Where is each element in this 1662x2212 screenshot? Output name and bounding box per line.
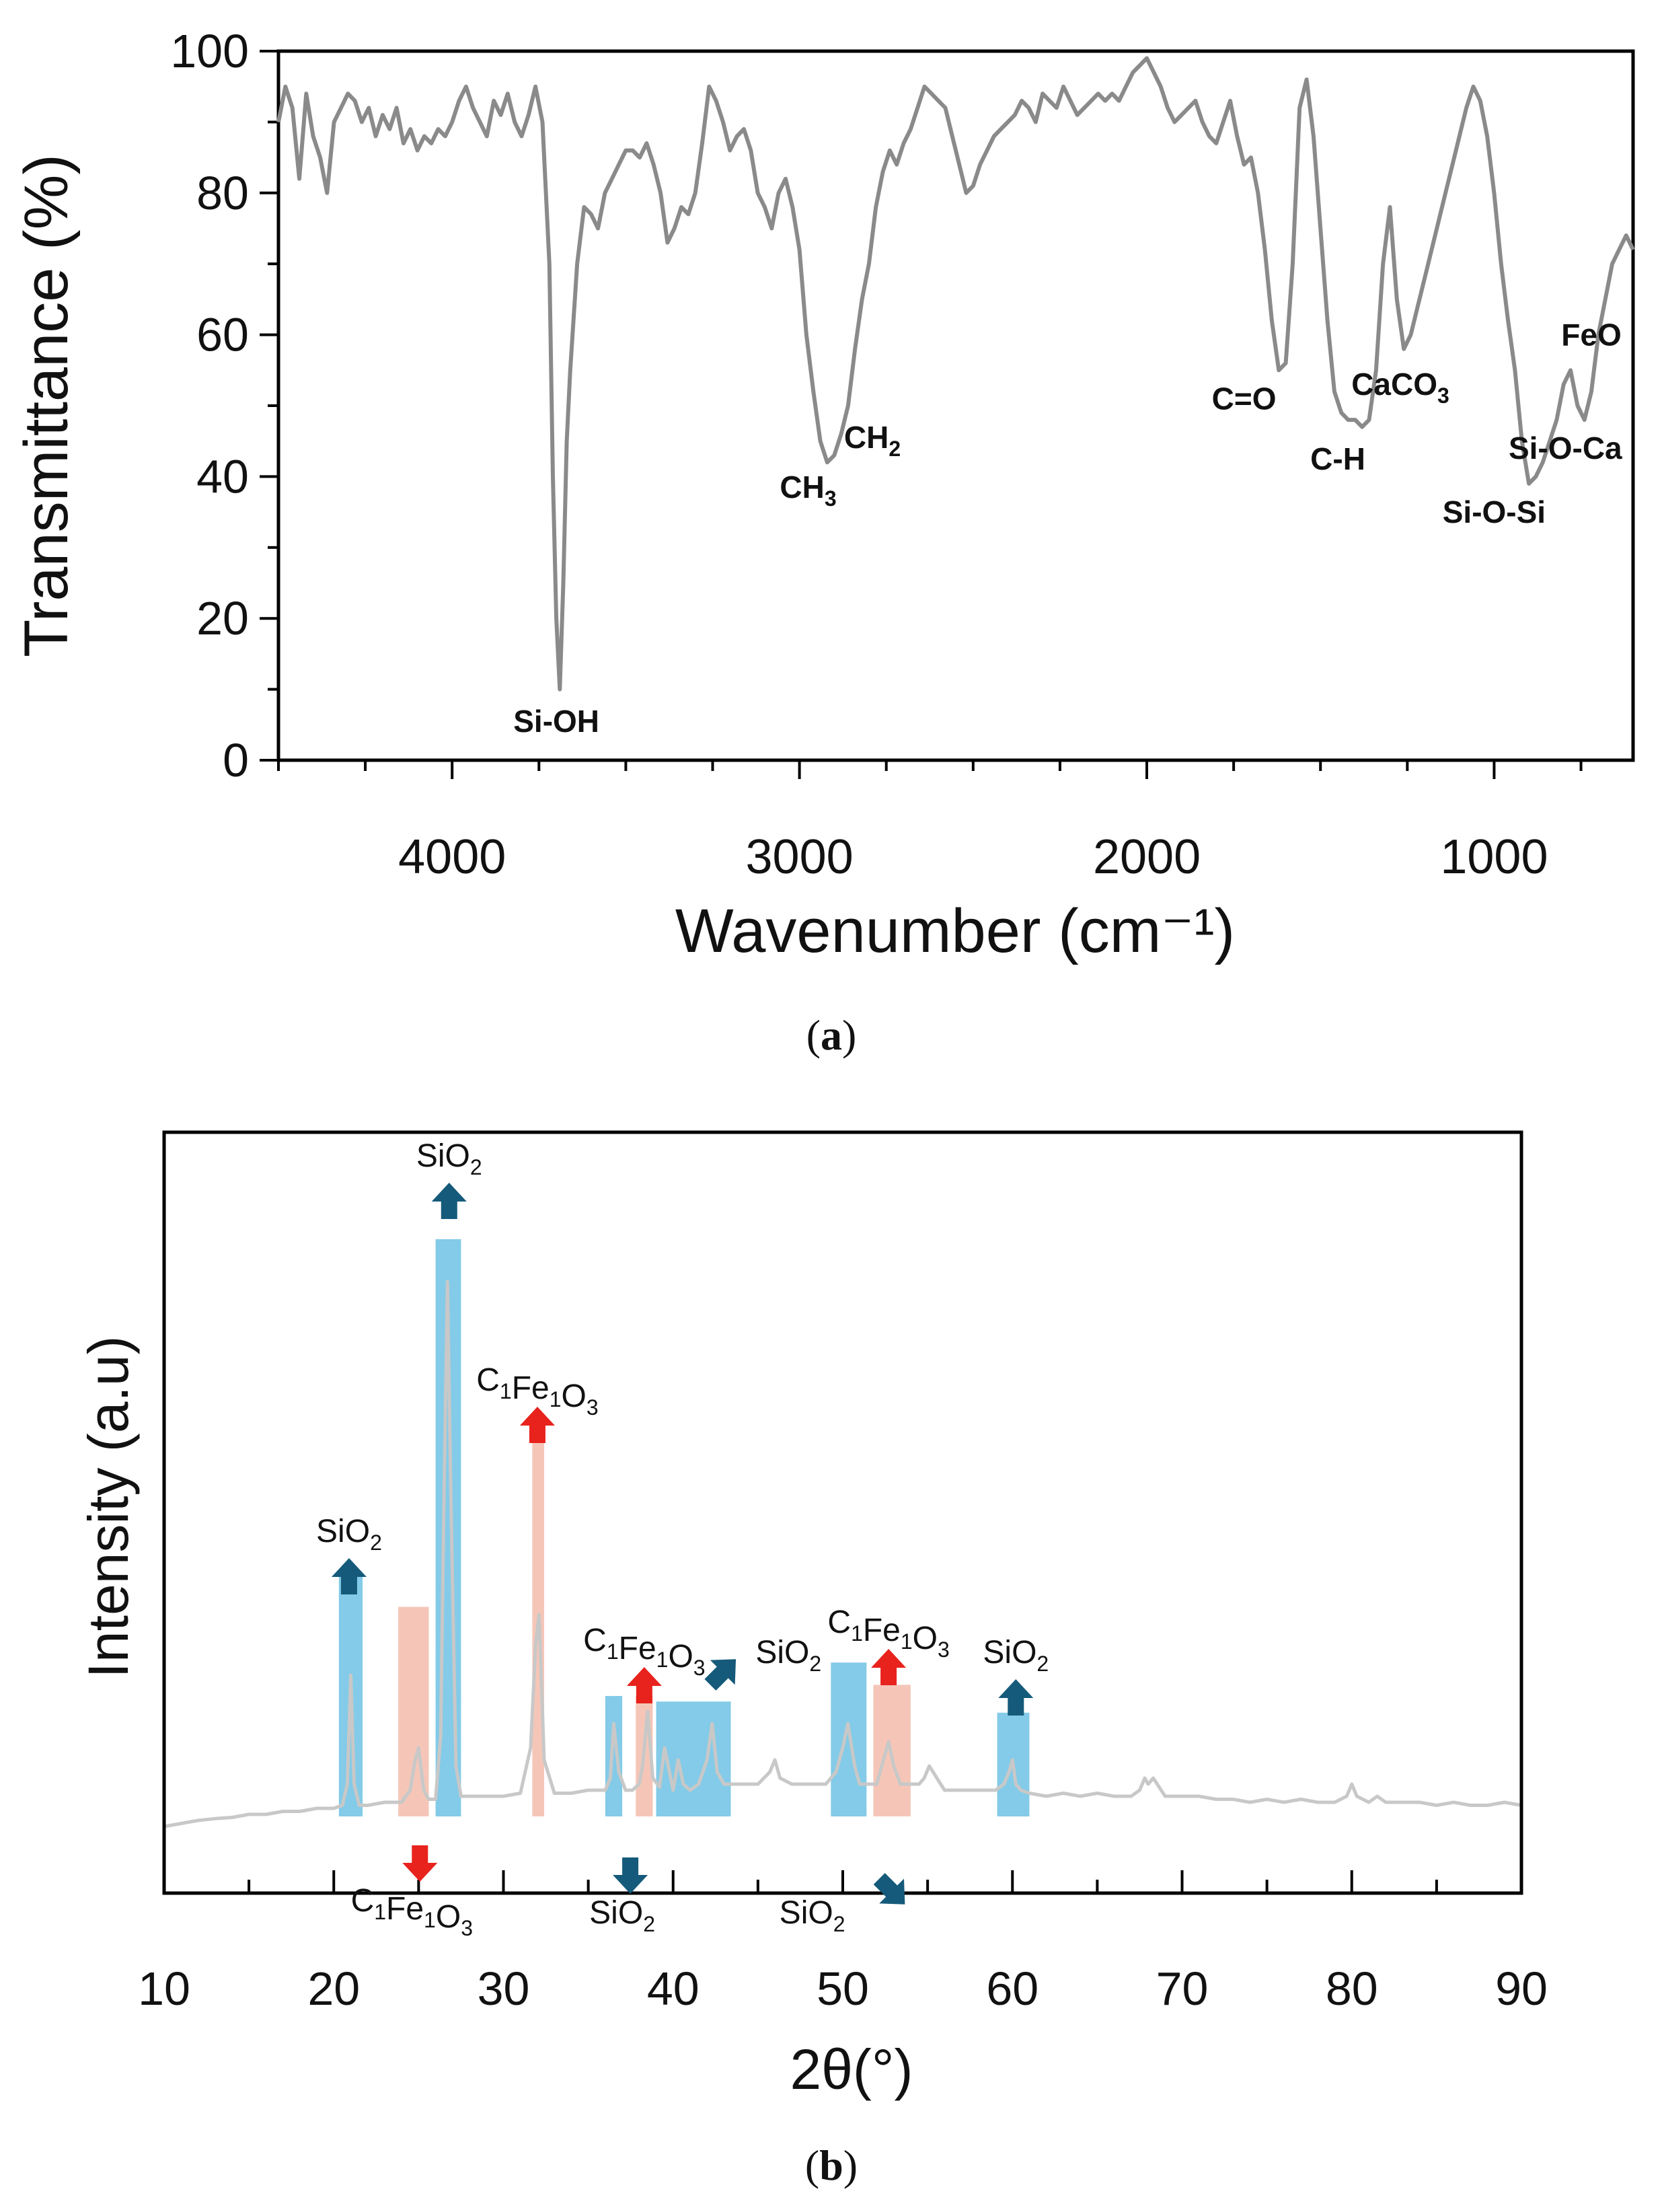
xrd-panel: 10 20 30 40 50 60 70 80 90 SiO2SiO2C1Fe1O3C1Fe1O… — [77, 1130, 1548, 2189]
xrd-axis-ticks — [163, 1870, 1523, 1893]
xrd-phase-label: C1Fe1O3 — [583, 1623, 705, 1680]
xrd-phase-arrow — [873, 1873, 905, 1905]
ftir-x-axis-title: Wavenumber (cm⁻¹) — [675, 897, 1235, 965]
xrd-x-tick-label: 50 — [817, 1962, 869, 2015]
xrd-phase-label: C1Fe1O3 — [476, 1362, 598, 1420]
ftir-y-axis-title: Transmittance (%) — [12, 154, 81, 657]
ftir-band-label: CH3 — [780, 470, 836, 511]
xrd-phase-arrow — [704, 1659, 736, 1691]
xrd-phase-arrow — [998, 1679, 1034, 1716]
ftir-spectrum-line — [276, 56, 1635, 692]
ftir-y-tick-label: 0 — [223, 734, 249, 786]
xrd-tick-labels: 10 20 30 40 50 60 70 80 90 — [138, 1962, 1548, 2015]
xrd-phase-label: SiO2 — [755, 1635, 821, 1676]
xrd-pattern-line — [163, 1280, 1522, 1829]
xrd-phase-label: SiO2 — [316, 1514, 382, 1555]
xrd-peak-highlight — [656, 1701, 731, 1816]
xrd-x-tick-label: 70 — [1156, 1962, 1209, 2015]
ftir-band-label: CH2 — [844, 420, 901, 461]
panel-a-label: (a) — [806, 1011, 857, 1059]
panel-b-label: (b) — [805, 2141, 858, 2189]
xrd-peak-highlight — [831, 1662, 867, 1816]
ftir-band-label: C=O — [1212, 381, 1277, 416]
xrd-phase-arrow — [626, 1667, 662, 1703]
xrd-x-tick-label: 60 — [986, 1962, 1038, 2015]
xrd-y-axis-title: Intensity (a.u) — [77, 1336, 140, 1679]
xrd-x-tick-label: 80 — [1326, 1962, 1378, 2015]
xrd-phase-arrow — [613, 1857, 648, 1894]
ftir-y-tick-label: 100 — [170, 25, 249, 77]
ftir-axis-ticks — [260, 50, 1583, 779]
ftir-band-label: C-H — [1310, 441, 1365, 476]
ftir-tick-labels: 4000 3000 2000 1000 0 20 40 60 80 100 — [170, 25, 1548, 884]
xrd-phase-arrow — [431, 1183, 467, 1219]
ftir-y-tick-label: 80 — [196, 167, 249, 219]
ftir-x-tick-label: 4000 — [398, 830, 506, 884]
ftir-band-label: Si-O-Si — [1443, 494, 1546, 529]
xrd-x-tick-label: 10 — [138, 1962, 190, 2015]
ftir-band-label: Si-O-Ca — [1509, 431, 1622, 466]
xrd-phase-label: C1Fe1O3 — [351, 1883, 473, 1940]
ftir-x-tick-label: 2000 — [1093, 830, 1201, 884]
xrd-phase-label: SiO2 — [416, 1138, 482, 1179]
xrd-x-tick-label: 20 — [307, 1962, 360, 2015]
ftir-panel: 4000 3000 2000 1000 0 20 40 60 80 100 Si-OH CH3CH2… — [12, 25, 1635, 1059]
xrd-annotations: SiO2SiO2C1Fe1O3C1Fe1O3C1Fe1O3SiO2SiO2C1F… — [316, 1138, 1049, 1940]
xrd-phase-label: SiO2 — [589, 1895, 655, 1936]
xrd-x-tick-label: 90 — [1495, 1962, 1548, 2015]
ftir-band-label: Si-OH — [513, 704, 599, 739]
xrd-x-tick-label: 30 — [478, 1962, 530, 2015]
xrd-x-tick-label: 40 — [647, 1962, 700, 2015]
xrd-phase-arrow — [331, 1558, 367, 1594]
xrd-phase-label: SiO2 — [780, 1895, 845, 1936]
ftir-y-tick-label: 20 — [196, 592, 249, 644]
xrd-phase-arrow — [871, 1649, 907, 1685]
xrd-phase-arrow — [519, 1407, 555, 1443]
ftir-band-label: FeO — [1561, 317, 1621, 352]
xrd-phase-arrow — [402, 1845, 438, 1882]
ftir-y-tick-label: 60 — [196, 309, 249, 361]
ftir-x-tick-label: 1000 — [1440, 830, 1548, 884]
xrd-phase-label: SiO2 — [983, 1635, 1049, 1676]
xrd-peak-highlight — [605, 1695, 623, 1816]
xrd-phase-label: C1Fe1O3 — [827, 1605, 949, 1662]
xrd-x-axis-title: 2θ(°) — [790, 2038, 913, 2101]
ftir-x-tick-label: 3000 — [746, 830, 854, 884]
ftir-band-label: CaCO3 — [1351, 367, 1449, 408]
ftir-y-tick-label: 40 — [196, 450, 249, 503]
